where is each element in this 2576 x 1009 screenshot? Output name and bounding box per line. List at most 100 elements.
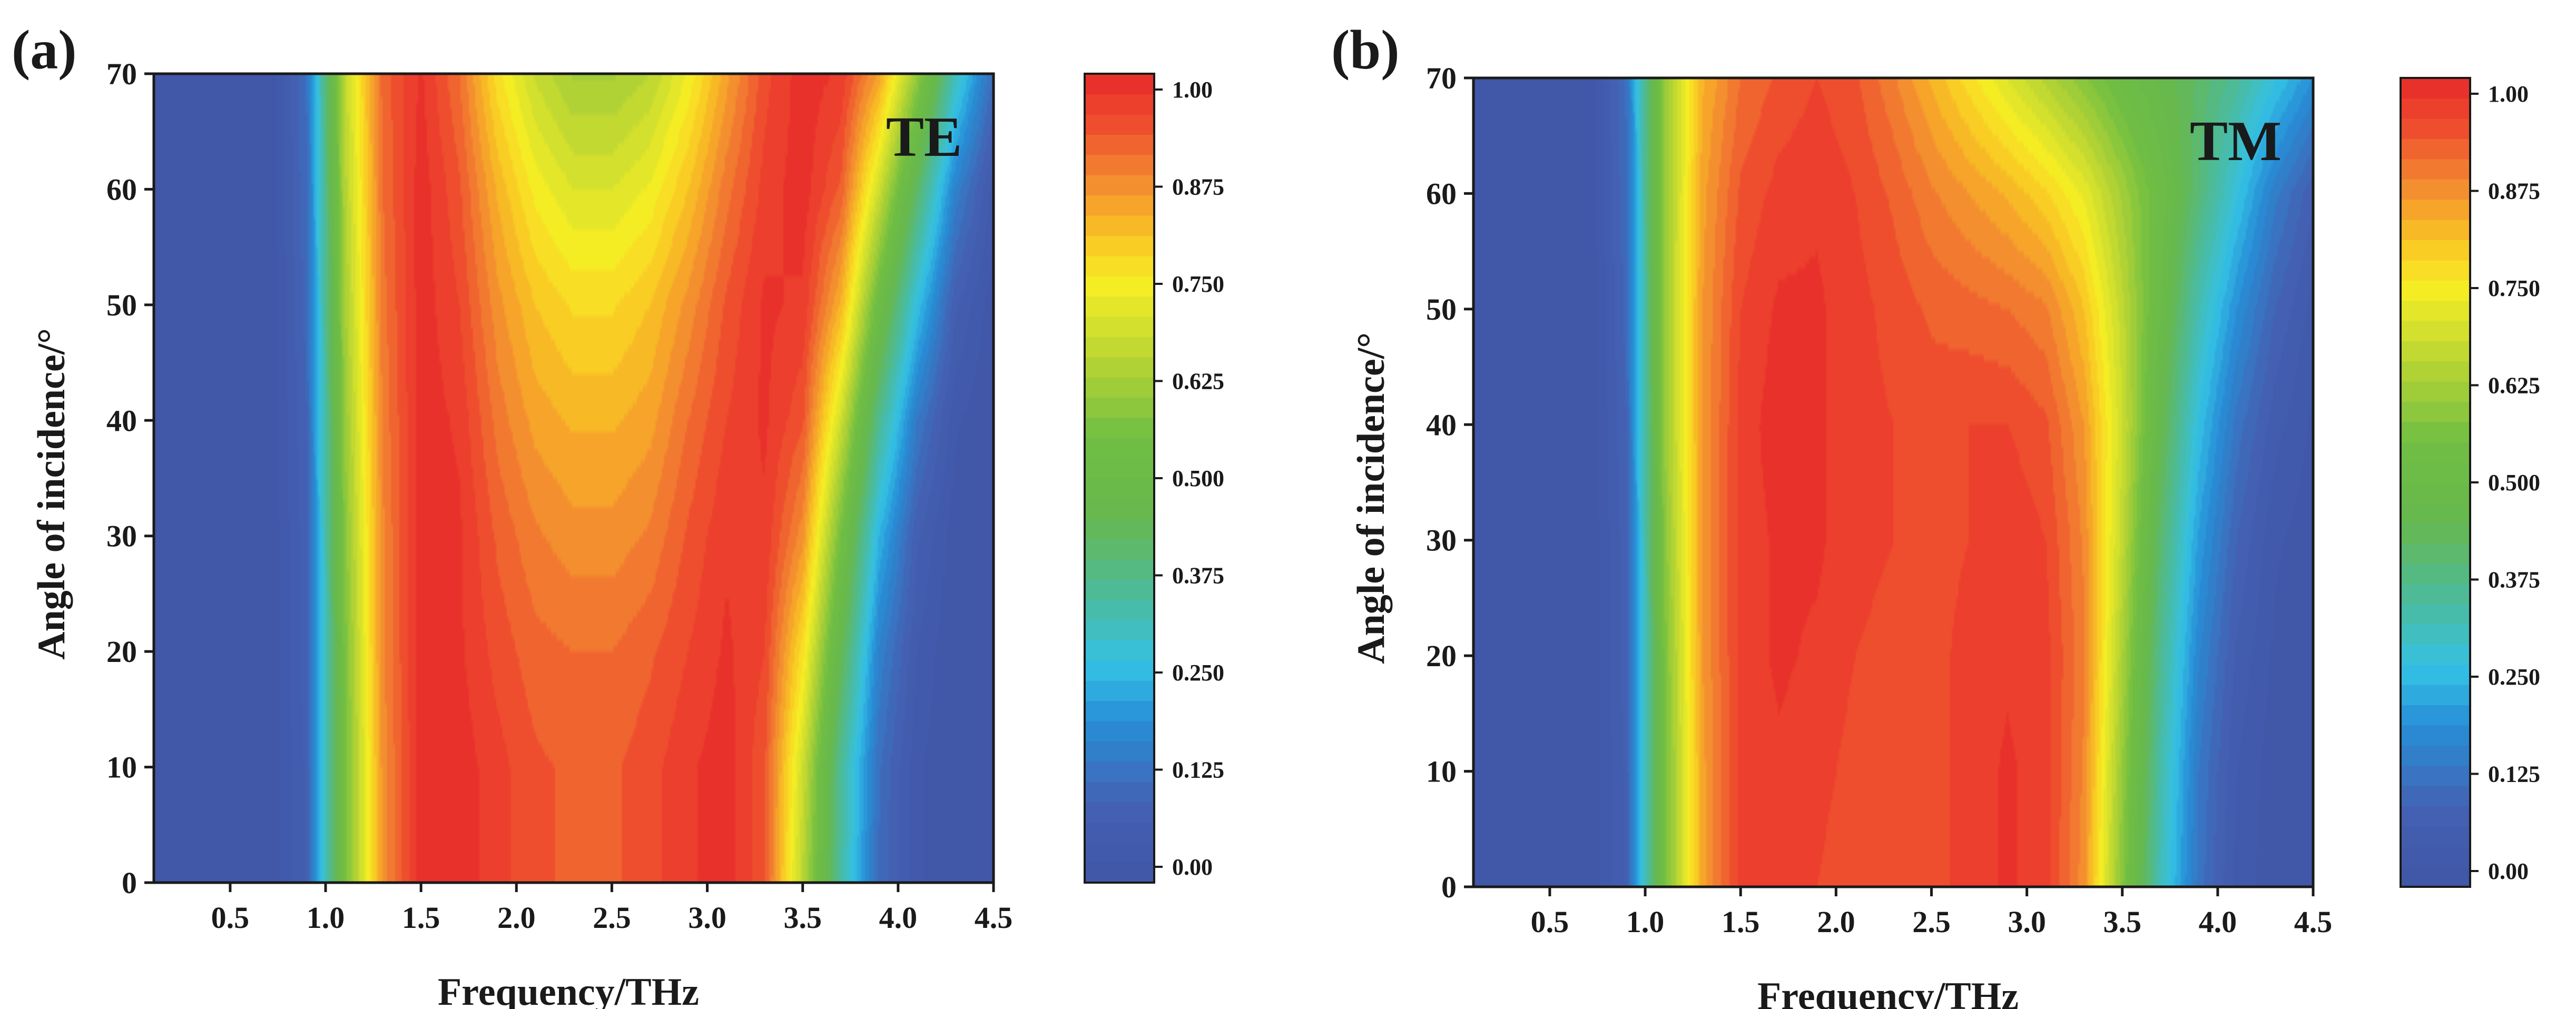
x-tick-label: 0.5 <box>1531 905 1569 939</box>
colorbar-band <box>1085 377 1154 398</box>
colorbar-band <box>1085 114 1154 135</box>
colorbar-band <box>2401 139 2470 160</box>
colorbar-band <box>2401 685 2470 706</box>
colorbar-band <box>2401 421 2470 442</box>
colorbar-band <box>1085 337 1154 358</box>
colorbar-band <box>1085 782 1154 803</box>
colorbar-band <box>2401 604 2470 625</box>
heatmap-surface <box>154 74 994 883</box>
colorbar-band <box>2401 442 2470 463</box>
colorbar-band <box>1085 640 1154 661</box>
colorbar-tick-label: 1.00 <box>1172 77 1213 103</box>
y-tick-label: 50 <box>106 288 137 322</box>
colorbar-band <box>1085 498 1154 519</box>
colorbar-band <box>2401 78 2470 99</box>
colorbar-band <box>1085 397 1154 418</box>
polarization-mode-label: TE <box>886 106 962 169</box>
colorbar-band <box>1085 458 1154 479</box>
colorbar-band <box>1085 822 1154 843</box>
colorbar-tick-label: 0.250 <box>2488 664 2540 690</box>
colorbar-band <box>2401 745 2470 766</box>
y-tick-label: 10 <box>1426 755 1457 789</box>
colorbar-band <box>1085 660 1154 681</box>
colorbar-band <box>1085 316 1154 337</box>
x-tick-label: 1.0 <box>1626 905 1665 939</box>
y-tick-label: 40 <box>106 403 137 438</box>
colorbar-tick-label: 0.250 <box>1172 660 1224 686</box>
colorbar-band <box>1085 276 1154 297</box>
x-tick-label: 3.0 <box>2008 905 2046 939</box>
y-tick-label: 20 <box>1426 639 1457 673</box>
colorbar-band <box>1085 680 1154 701</box>
colorbar-tick-label: 0.875 <box>2488 179 2540 204</box>
colorbar-band <box>1085 255 1154 276</box>
colorbar-band <box>1085 720 1154 741</box>
colorbar-band <box>2401 219 2470 240</box>
colorbar-band <box>2401 846 2470 867</box>
y-tick-label: 40 <box>1426 408 1457 442</box>
colorbar-band <box>2401 664 2470 685</box>
colorbar-band <box>2401 462 2470 483</box>
colorbar-tick-label: 0.125 <box>2488 761 2540 787</box>
colorbar-band <box>2401 624 2470 645</box>
colorbar-band <box>2401 320 2470 341</box>
colorbar-band <box>1085 195 1154 216</box>
panel-b: 0.5 1.0 1.5 2.0 2.5 3.0 3.5 4.0 4.5 0 10 20 30 40 50 60… <box>1331 19 2540 1009</box>
colorbar-band <box>2401 765 2470 786</box>
colorbar-band <box>2401 826 2470 847</box>
colorbar-band <box>2401 179 2470 200</box>
y-tick-label: 30 <box>106 519 137 553</box>
y-tick-label: 70 <box>1426 61 1457 95</box>
plot-frame <box>152 72 995 884</box>
colorbar-band <box>1085 619 1154 640</box>
colorbar-band <box>2401 583 2470 605</box>
colorbar-band <box>2401 482 2470 503</box>
colorbar-band <box>2401 543 2470 564</box>
x-tick-label: 2.0 <box>497 901 536 935</box>
colorbar-band <box>1085 599 1154 620</box>
colorbar-band <box>2401 866 2470 887</box>
x-tick-label: 1.5 <box>402 901 440 935</box>
x-tick-label: 3.5 <box>2103 905 2141 939</box>
colorbar-band <box>2401 118 2470 139</box>
colorbar-band <box>1085 74 1154 95</box>
colorbar-tick-label: 0.750 <box>2488 275 2540 301</box>
colorbar-band <box>2401 300 2470 321</box>
colorbar-band <box>2401 725 2470 746</box>
panel-label: (b) <box>1331 19 1400 81</box>
colorbar-band <box>2401 361 2470 382</box>
colorbar-band <box>1085 215 1154 236</box>
colorbar-band <box>2401 98 2470 119</box>
x-tick-label: 2.5 <box>593 901 631 935</box>
y-tick-label: 70 <box>106 57 137 91</box>
colorbar-tick-label: 0.00 <box>2488 858 2529 884</box>
colorbar-tick-label: 0.00 <box>1172 854 1213 880</box>
colorbar-tick-label: 0.125 <box>1172 757 1224 783</box>
colorbar-band <box>1085 559 1154 580</box>
colorbar-band <box>1085 842 1154 863</box>
x-tick-label: 3.0 <box>688 901 726 935</box>
colorbar-band <box>2401 260 2470 281</box>
y-tick-label: 10 <box>106 750 137 785</box>
x-axis-title: Frequency/THz <box>1757 975 2019 1009</box>
colorbar-band <box>1085 235 1154 256</box>
colorbar-band <box>1085 134 1154 155</box>
colorbar-band <box>1085 154 1154 175</box>
colorbar-tick-label: 0.875 <box>1172 174 1224 200</box>
colorbar-tick-label: 0.625 <box>2488 373 2540 399</box>
x-axis-title: Frequency/THz <box>438 971 699 1009</box>
x-tick-label: 2.5 <box>1912 905 1951 939</box>
y-tick-label: 50 <box>1426 292 1457 327</box>
panel-a: 0.5 1.0 1.5 2.0 2.5 3.0 3.5 4.0 4.5 0 10 20 30 40 50 60… <box>12 19 1224 1009</box>
colorbar-band <box>1085 296 1154 317</box>
y-tick-label: 0 <box>1441 870 1457 904</box>
colorbar-band <box>2401 502 2470 523</box>
x-tick-label: 1.0 <box>307 901 345 935</box>
colorbar-band <box>1085 357 1154 378</box>
panel-label: (a) <box>12 19 77 81</box>
y-tick-label: 60 <box>1426 176 1457 211</box>
x-tick-label: 4.0 <box>879 901 918 935</box>
colorbar-tick-label: 1.00 <box>2488 81 2529 107</box>
y-axis-title: Angle of incidence/° <box>1350 332 1393 664</box>
